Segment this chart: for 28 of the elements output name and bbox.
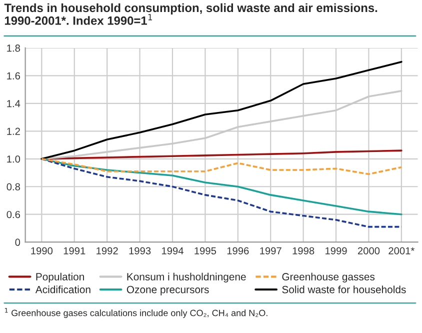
y-tick-label: 0: [15, 238, 20, 246]
x-tick-label: 1996: [227, 247, 249, 254]
x-tick-label: 2001*: [388, 247, 415, 254]
x-tick-label: 1993: [129, 247, 151, 254]
x-tick-label: 1997: [260, 247, 282, 254]
y-tick-label: 1.2: [7, 128, 20, 135]
legend-label: Konsum i husholdningene: [127, 272, 246, 282]
y-tick-label: 1.4: [7, 100, 20, 108]
x-tick-label: 1990: [31, 247, 53, 254]
y-tick-label: 0.8: [6, 183, 20, 190]
text: $^{1}$ Greenhouse gases calculations include only CO₂, CH₄ and N₂O.: [5, 308, 268, 318]
legend-label: Acidification: [35, 286, 90, 294]
legend-label: Ozone precursors: [126, 286, 209, 296]
x-tick-label: 1998: [292, 247, 314, 254]
x-tick-label: 1999: [326, 247, 347, 254]
x-tick-label: 1995: [194, 247, 216, 254]
y-tick-label: 1.6: [7, 72, 20, 80]
legend-label: Population: [36, 272, 84, 282]
chart-title: Trends in household consumption, solid waste and air emissions. 1990-2001*. Index 1990=1$^{1}$: [4, 3, 378, 25]
x-tick-label: 1992: [96, 247, 118, 254]
y-tick-label: 1.0: [7, 155, 20, 163]
x-tick-label: 2000: [358, 247, 380, 254]
legend-label: Greenhouse gasses: [282, 272, 375, 282]
legend-label: Solid waste for households: [282, 286, 406, 294]
y-tick-label: 1.8: [7, 44, 20, 52]
y-tick-label: 0.6: [6, 210, 20, 218]
x-tick-label: 1994: [162, 247, 184, 254]
x-tick-label: 1991: [64, 247, 86, 254]
